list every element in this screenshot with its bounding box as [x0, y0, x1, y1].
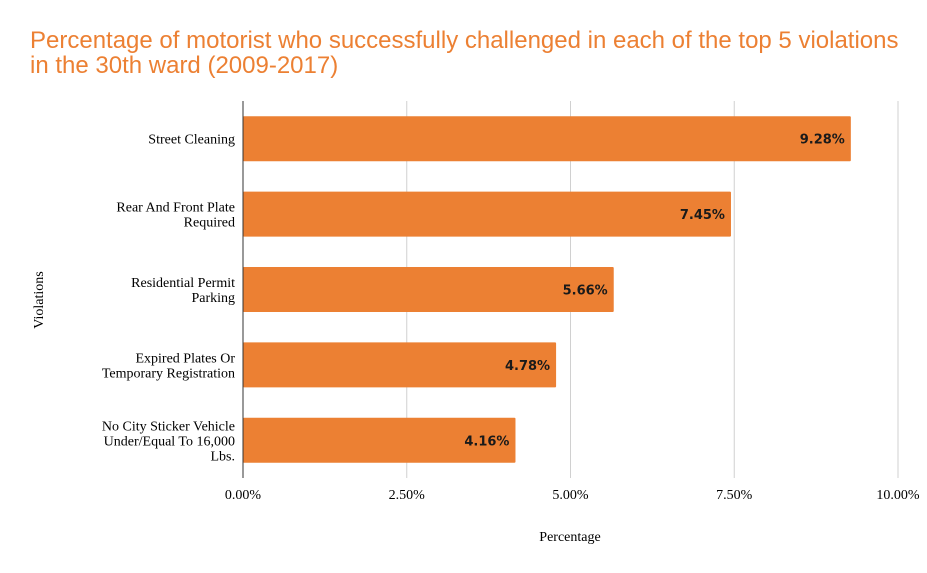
- category-label-line: Lbs.: [211, 449, 236, 464]
- bar-value-label: 5.66%: [563, 284, 608, 299]
- category-label-line: Residential Permit: [131, 276, 235, 291]
- category-label: Expired Plates Or Temporary Registration: [102, 351, 235, 381]
- x-axis-title: Percentage: [539, 530, 600, 545]
- category-label-line: Temporary Registration: [102, 366, 235, 381]
- category-label: No City Sticker Vehicle Under/Equal To 16…: [102, 419, 235, 464]
- bar: [243, 267, 614, 312]
- category-label-line: Rear And Front Plate: [116, 201, 235, 216]
- category-label-line: Expired Plates Or: [135, 351, 235, 366]
- x-tick-label: 10.00%: [876, 488, 920, 503]
- labels: 0.00% 2.50% 5.00% 7.50% 10.00% 9.28% Street Cl…: [102, 133, 920, 503]
- category-label: Residential Permit Parking: [131, 276, 235, 306]
- y-axis-title: Violations: [32, 271, 47, 329]
- category-label-line: Required: [184, 216, 235, 231]
- bar: [243, 116, 851, 162]
- category-label-line: Under/Equal To 16,000: [104, 434, 235, 449]
- bar-value-label: 9.28%: [800, 133, 845, 148]
- category-label: Rear And Front Plate Required: [116, 201, 235, 231]
- category-label-line: Street Cleaning: [148, 133, 235, 148]
- x-tick-label: 5.00%: [552, 488, 589, 503]
- category-label: Street Cleaning: [148, 133, 235, 148]
- bars: [243, 116, 851, 463]
- bar-value-label: 7.45%: [680, 208, 725, 223]
- x-tick-label: 2.50%: [389, 488, 426, 503]
- bar: [243, 191, 731, 237]
- category-label-line: No City Sticker Vehicle: [102, 419, 235, 434]
- bar: [243, 417, 516, 463]
- bar: [243, 342, 557, 388]
- chart-title: Percentage of motorist who successfully …: [30, 27, 899, 79]
- bar-value-label: 4.16%: [464, 434, 509, 449]
- category-label-line: Parking: [191, 291, 235, 306]
- bar-value-label: 4.78%: [505, 359, 550, 374]
- x-tick-label: 7.50%: [716, 488, 753, 503]
- x-tick-label: 0.00%: [225, 488, 262, 503]
